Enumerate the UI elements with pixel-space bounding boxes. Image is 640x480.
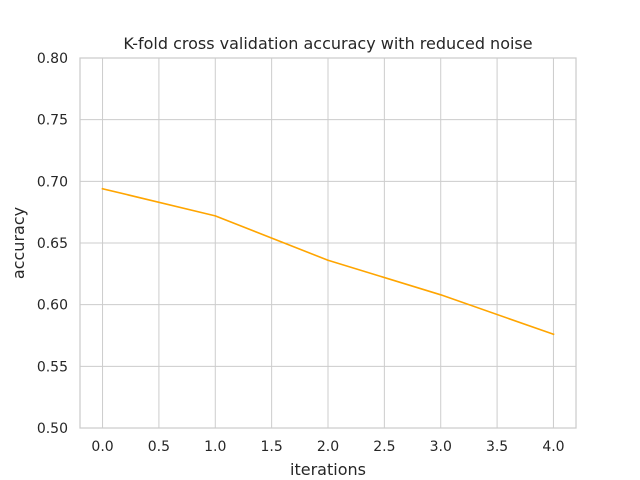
x-tick-label: 0.5 [148, 439, 170, 455]
data-point [552, 333, 555, 336]
chart-title: K-fold cross validation accuracy with re… [123, 34, 532, 53]
plot-frame [79, 57, 577, 429]
y-tick-label: 0.50 [37, 421, 68, 437]
x-tick-label: 3.0 [430, 439, 452, 455]
x-tick-label: 2.0 [317, 439, 339, 455]
y-tick-label: 0.75 [37, 113, 68, 129]
x-tick-label: 2.5 [373, 439, 395, 455]
x-axis-label: iterations [290, 460, 366, 479]
series-layer [101, 187, 555, 336]
y-tick-label: 0.80 [37, 51, 68, 67]
data-point [327, 259, 329, 262]
y-tick-label: 0.65 [37, 236, 68, 252]
y-tick-label: 0.60 [37, 298, 68, 314]
x-tick-label: 4.0 [542, 439, 564, 455]
data-point [439, 294, 442, 296]
data-point [214, 215, 217, 217]
x-tick-label: 1.5 [261, 439, 283, 455]
y-tick-label: 0.70 [37, 174, 68, 190]
x-tick-labels: 0.0 0.5 1.0 1.5 2.0 2.5 3.0 3.5 4.0 [91, 439, 564, 455]
y-tick-label: 0.55 [37, 359, 68, 375]
x-tick-label: 3.5 [486, 439, 508, 455]
y-tick-labels: 0.50 0.55 0.60 0.65 0.70 0.75 0.80 [37, 51, 68, 437]
data-point [101, 187, 104, 190]
y-axis-label: accuracy [9, 207, 28, 279]
x-tick-label: 0.0 [91, 439, 113, 455]
x-tick-label: 1.0 [204, 439, 226, 455]
